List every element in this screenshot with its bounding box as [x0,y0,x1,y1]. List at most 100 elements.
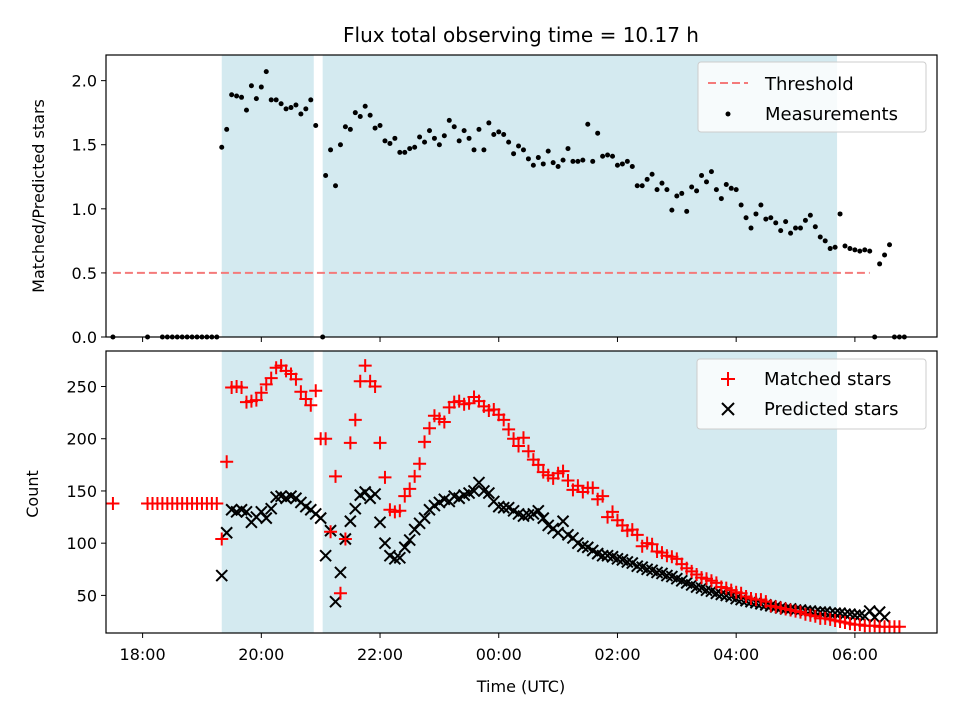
matched-star-marker [512,439,526,453]
measurement-point [471,147,477,153]
measurement-point [283,106,289,112]
measurement-point [545,148,551,154]
matched-star-marker [437,415,451,429]
matched-star-marker [502,422,516,436]
x-tick-label: 06:00 [832,645,878,664]
measurement-point [422,139,428,145]
figure-title: Flux total observing time = 10.17 h [343,23,699,47]
measurement-point [219,144,225,150]
measurement-point [234,93,240,99]
measurement-point [723,181,729,187]
measurement-point [229,92,235,98]
predicted-star-marker [418,511,431,525]
matched-star-marker [422,421,436,435]
measurement-point [481,147,487,153]
measurement-point [857,248,863,254]
matched-star-marker [289,372,303,386]
ratio-y-axis-label: Matched/Predicted stars [29,99,48,293]
predicted-star-marker [532,504,545,518]
predicted-star-marker [403,533,416,547]
measurement-point [550,160,556,166]
matched-star-marker [309,384,323,398]
matched-star-marker [304,398,318,412]
measurement-point [446,117,452,123]
predicted-star-marker [378,536,392,550]
matched-star-marker [586,481,600,495]
matched-star-marker [521,444,535,458]
x-axis-label: Time (UTC) [476,677,565,696]
ratio-legend-box [697,61,927,133]
measurement-point [441,133,447,139]
matched-star-marker [264,371,278,385]
measurement-point [713,187,719,193]
measurement-point [654,187,660,193]
predicted-star-marker [314,511,327,525]
matched-star-marker [556,464,570,478]
measurement-point [352,110,358,116]
measurement-point [565,146,571,152]
x-tick-label: 18:00 [120,645,166,664]
measurement-point [694,188,700,194]
measurement-point [516,143,522,149]
matched-star-marker [343,436,357,450]
measurement-point [431,135,437,141]
measurement-point [248,83,254,89]
measurement-point [595,130,601,136]
measurement-point [491,131,497,137]
measurement-point [614,162,620,168]
matched-star-marker [254,386,268,400]
measurement-point [743,215,749,221]
measurement-point [600,153,606,159]
matched-star-marker [338,532,352,546]
matched-star-marker [393,504,407,518]
measurement-point [659,180,665,186]
measurement-point [867,248,873,254]
measurement-point [417,134,423,140]
predicted-legend-label: Predicted stars [764,399,898,420]
matched-star-marker [596,489,610,503]
measurement-point [323,172,329,178]
measurement-point [718,196,724,202]
measurement-point [501,131,507,137]
measurement-point [273,97,279,103]
measurement-point [328,147,334,153]
measurement-point [699,172,705,178]
matched-star-marker [329,469,343,483]
count-y-axis-label: Count [23,470,42,518]
matched-star-marker [294,385,308,399]
measurement-point [610,153,616,159]
measurement-point [308,97,314,103]
ratio-legend: Threshold Measurements [697,61,927,133]
count-y-tick-label: 200 [66,430,97,449]
measurement-point [402,149,408,155]
threshold-legend-label: Threshold [764,74,854,95]
x-tick-label: 20:00 [238,645,284,664]
measurement-point [258,84,264,90]
measurement-point [397,149,403,155]
measurement-point [382,138,388,144]
ratio-y-tick-label: 1.0 [72,200,97,219]
measurement-point [837,211,843,217]
measurement-point [575,158,581,164]
predicted-star-marker [878,611,891,624]
count-observing-span-0 [221,351,314,633]
matched-star-marker [892,620,906,634]
x-tick-label: 02:00 [594,645,640,664]
ratio-panel: 0.00.51.01.52.0 Matched/Predicted stars … [29,54,938,347]
measurement-point [793,225,799,231]
count-panel: 50 100 150 200 250 18:00 20:00 22:00 00:00 02:00… [23,350,938,696]
measurement-point [451,124,457,130]
measurement-point [684,208,690,214]
measurement-point [461,128,467,134]
measurement-point [520,147,526,153]
measurement-point [807,212,813,218]
predicted-star-marker [838,607,852,621]
predicted-star-marker [828,606,842,620]
measurement-point [570,158,576,164]
matched-star-marker [106,496,120,510]
measurement-point [525,156,531,162]
matched-star-marker [319,432,333,446]
predicted-star-marker [848,609,862,622]
measurement-point [778,228,784,234]
